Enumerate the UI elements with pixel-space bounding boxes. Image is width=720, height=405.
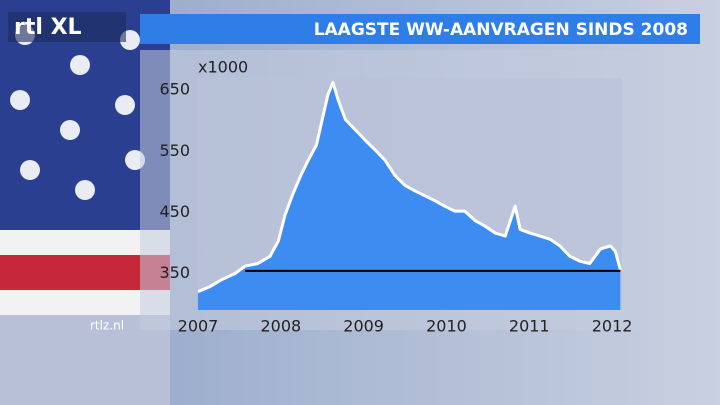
- x-tick-label: 2008: [260, 317, 301, 336]
- x-tick-label: 2009: [343, 317, 384, 336]
- y-tick-label: 550: [159, 141, 190, 160]
- y-tick-label: 650: [159, 80, 190, 99]
- x-tick-label: 2007: [178, 317, 219, 336]
- website: rtlz.nl: [90, 319, 124, 333]
- title-bar: [140, 14, 700, 44]
- chart-title: LAAGSTE WW-AANVRAGEN SINDS 2008: [314, 20, 688, 40]
- y-tick-label: 350: [159, 263, 190, 282]
- x-tick-label: 2011: [509, 317, 550, 336]
- logo-text: rtl XL: [14, 15, 82, 40]
- logo: rtl XL: [8, 12, 126, 42]
- x-tick-label: 2010: [426, 317, 467, 336]
- x-tick-label: 2012: [592, 317, 633, 336]
- area: [198, 82, 621, 310]
- y-tick-label: 450: [159, 202, 190, 221]
- line: [197, 80, 622, 294]
- y-unit: x1000: [198, 58, 248, 77]
